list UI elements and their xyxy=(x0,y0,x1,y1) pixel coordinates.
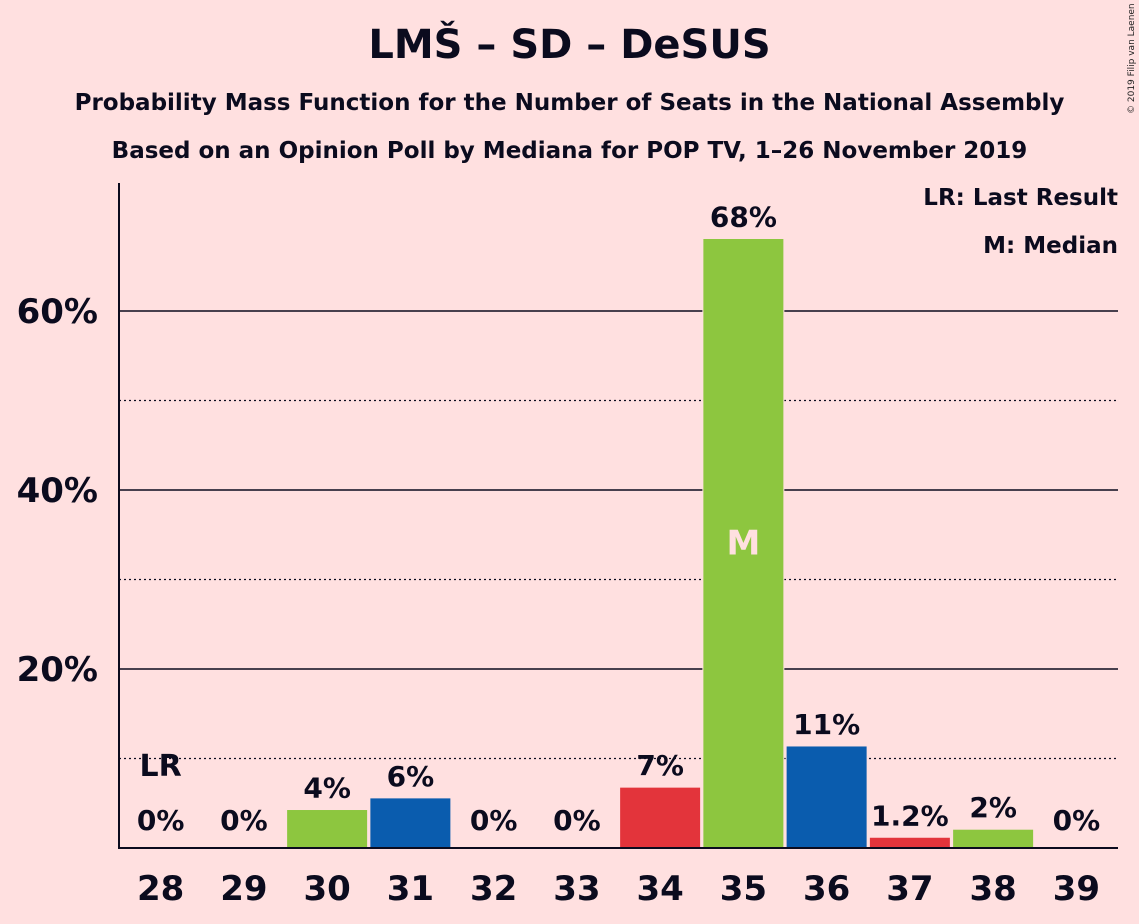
value-label-33: 0% xyxy=(553,804,601,837)
bar-35 xyxy=(702,238,785,849)
value-label-31: 6% xyxy=(387,760,435,793)
x-tick-label-39: 39 xyxy=(1053,869,1100,909)
chart-subtitle-2: Based on an Opinion Poll by Mediana for … xyxy=(111,138,1028,164)
x-tick-label-30: 30 xyxy=(303,869,350,909)
bar-37 xyxy=(868,836,951,849)
legend-median: M: Median xyxy=(983,233,1118,259)
bar-34 xyxy=(619,786,702,849)
value-label-28: 0% xyxy=(137,804,185,837)
bar-30 xyxy=(286,809,369,849)
x-tick-label-38: 38 xyxy=(969,869,1016,909)
y-tick-label: 20% xyxy=(17,650,98,690)
value-label-39: 0% xyxy=(1053,804,1101,837)
y-tick-label: 60% xyxy=(17,292,98,332)
bar-36 xyxy=(785,745,868,849)
value-label-32: 0% xyxy=(470,804,518,837)
x-tick-label-32: 32 xyxy=(470,869,517,909)
x-tick-label-35: 35 xyxy=(720,869,767,909)
x-tick-label-28: 28 xyxy=(137,869,184,909)
x-tick-label-33: 33 xyxy=(553,869,600,909)
value-label-36: 11% xyxy=(793,708,860,741)
value-label-38: 2% xyxy=(969,791,1017,824)
value-label-34: 7% xyxy=(636,749,684,782)
x-tick-label-36: 36 xyxy=(803,869,850,909)
value-label-29: 0% xyxy=(220,804,268,837)
value-label-37: 1.2% xyxy=(871,799,949,832)
y-tick-label: 40% xyxy=(17,471,98,511)
legend-last-result: LR: Last Result xyxy=(923,185,1118,211)
median-marker: M xyxy=(726,523,760,563)
last-result-marker: LR xyxy=(140,749,182,784)
chart-title: LMŠ – SD – DeSUS xyxy=(368,22,771,68)
x-tick-label-34: 34 xyxy=(636,869,683,909)
bar-38 xyxy=(952,828,1035,849)
chart-subtitle-1: Probability Mass Function for the Number… xyxy=(74,90,1065,116)
x-tick-label-29: 29 xyxy=(220,869,267,909)
x-tick-label-37: 37 xyxy=(886,869,933,909)
value-label-30: 4% xyxy=(303,772,351,805)
value-label-35: 68% xyxy=(710,201,777,234)
x-tick-label-31: 31 xyxy=(387,869,434,909)
bar-31 xyxy=(369,797,452,849)
